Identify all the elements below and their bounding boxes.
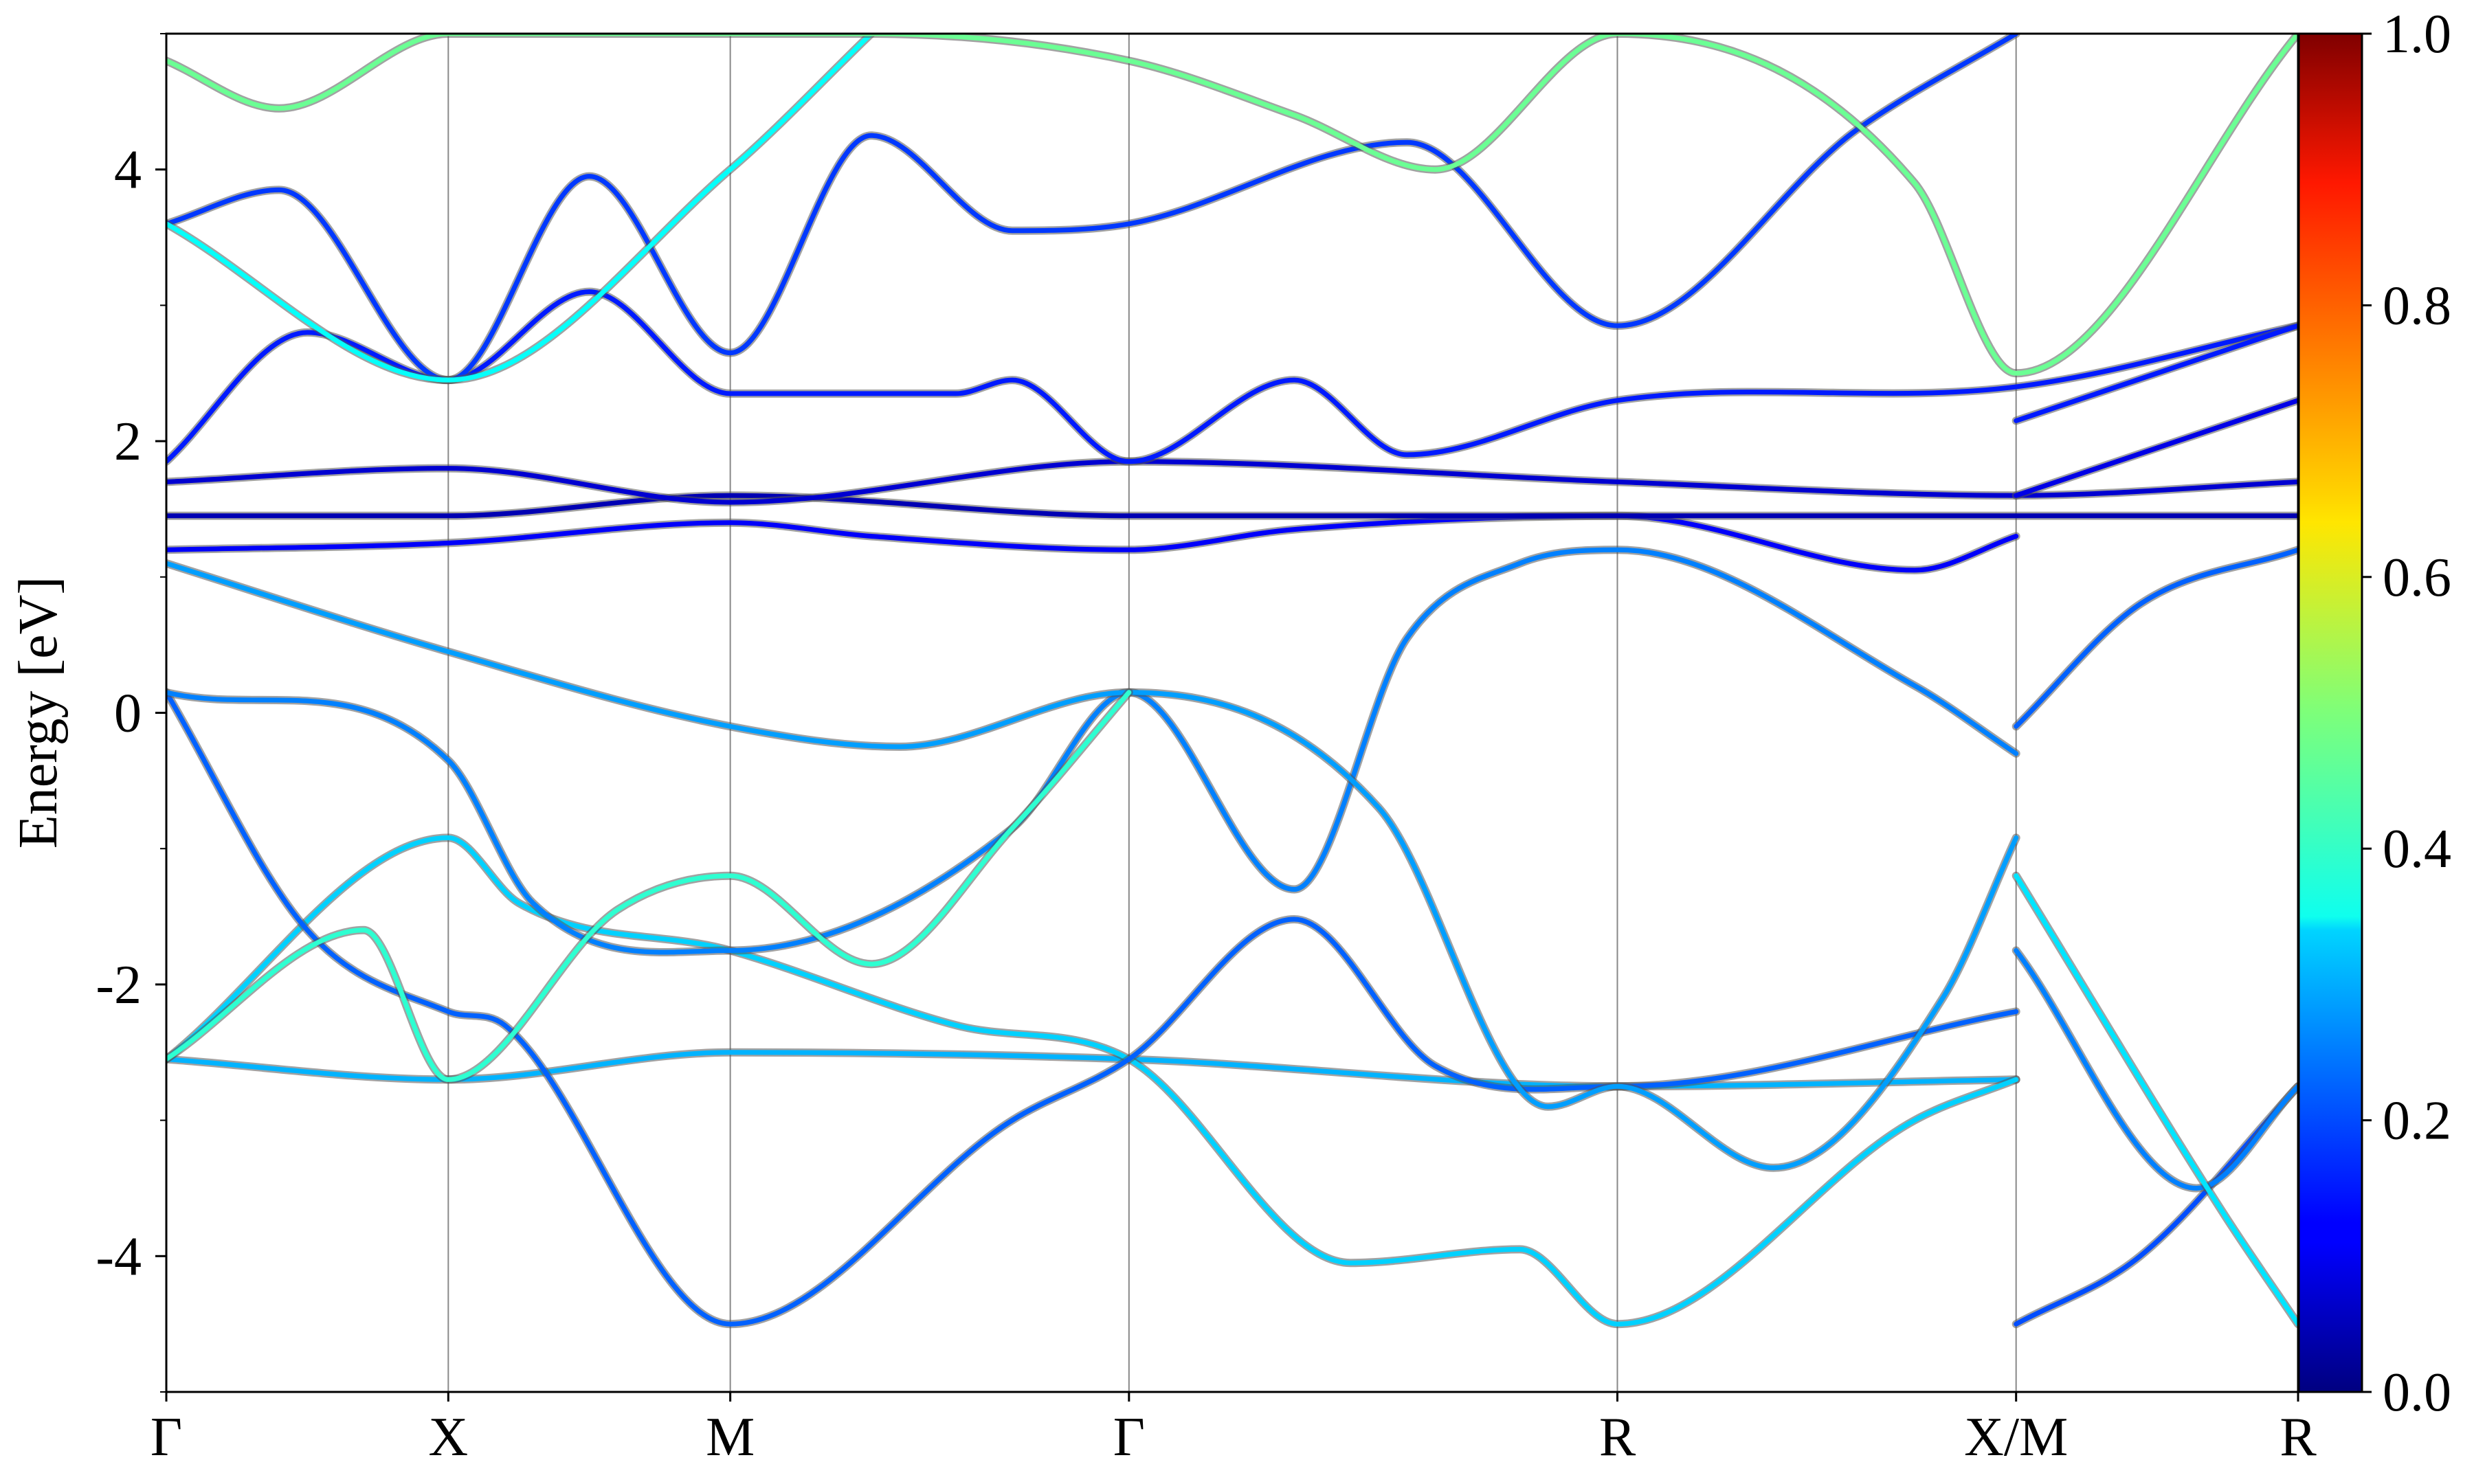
- x-tick-label: R: [1599, 1407, 1636, 1468]
- colorbar: 0.0 0.2 0.4 0.6 0.8 1.0: [2297, 4, 2451, 1423]
- x-axis: Γ X M Γ R X/M R: [151, 1392, 2317, 1468]
- band-line-17: [2014, 547, 2298, 729]
- band-line-3: [166, 690, 2019, 1327]
- colorbar-tick-label: 0.4: [2383, 819, 2451, 879]
- band-line-7: [166, 513, 2019, 573]
- colorbar-gradient: [2297, 32, 2363, 1393]
- y-tick-label: 2: [114, 412, 142, 472]
- band-outline-14: [2011, 1082, 2298, 1329]
- band-line-14: [2014, 1083, 2298, 1327]
- band-line-6: [166, 690, 1132, 1082]
- band-lines: [166, 34, 2298, 1329]
- high-symmetry-gridlines: [447, 34, 2017, 1392]
- y-axis: -4 -2 0 2 4: [96, 33, 166, 1393]
- band-line-11: [166, 34, 2019, 383]
- band-line-13: [166, 34, 2298, 376]
- colorbar-tick-label: 0.8: [2383, 276, 2451, 336]
- x-tick-label: Γ: [151, 1407, 182, 1468]
- x-tick-label: X: [428, 1407, 468, 1468]
- band-outline-6: [166, 688, 1133, 1084]
- colorbar-tick-label: 0.0: [2383, 1362, 2451, 1423]
- x-tick-label: Γ: [1113, 1407, 1145, 1468]
- x-tick-label: R: [2280, 1407, 2317, 1468]
- band-outline-17: [2011, 546, 2298, 731]
- band-outline-12: [166, 34, 876, 385]
- band-line-16: [2014, 873, 2298, 1327]
- band-line-8: [166, 493, 2298, 519]
- band-line-9: [166, 459, 2298, 505]
- y-tick-label: -4: [96, 1226, 142, 1287]
- colorbar-tick-label: 0.6: [2383, 548, 2451, 608]
- colorbar-tick-label: 0.2: [2383, 1091, 2451, 1151]
- y-tick-label: 0: [114, 684, 142, 744]
- band-outline-4: [166, 546, 2020, 957]
- y-tick-label: -2: [96, 955, 142, 1015]
- band-line-15: [2014, 948, 2298, 1191]
- band-outline-15: [2011, 946, 2298, 1193]
- y-axis-label: Energy [eV]: [8, 576, 69, 848]
- band-outline-11: [166, 34, 2020, 385]
- y-tick-label: 4: [114, 140, 142, 201]
- band-line-4: [166, 547, 2019, 955]
- x-tick-label: X/M: [1964, 1407, 2068, 1468]
- plot-frame: [165, 32, 2299, 1393]
- colorbar-tick-label: 1.0: [2383, 4, 2451, 65]
- band-line-19: [2014, 398, 2298, 498]
- band-line-5: [166, 561, 2019, 1171]
- x-tick-label: M: [706, 1407, 755, 1468]
- band-line-12: [166, 34, 874, 383]
- band-line-18: [2014, 323, 2298, 423]
